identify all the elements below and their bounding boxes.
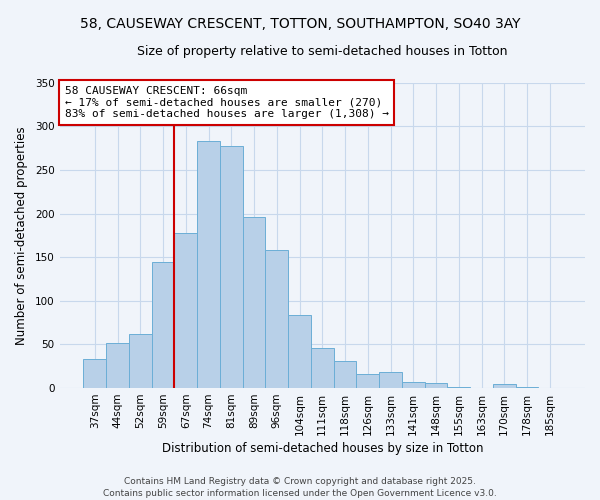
Title: Size of property relative to semi-detached houses in Totton: Size of property relative to semi-detach…: [137, 45, 508, 58]
Bar: [448, 387, 470, 388]
Bar: [334, 361, 356, 388]
Bar: [379, 372, 402, 388]
X-axis label: Distribution of semi-detached houses by size in Totton: Distribution of semi-detached houses by …: [161, 442, 483, 455]
Bar: [175, 233, 197, 388]
Bar: [83, 360, 106, 388]
Y-axis label: Number of semi-detached properties: Number of semi-detached properties: [15, 126, 28, 344]
Bar: [106, 342, 129, 388]
Text: Contains HM Land Registry data © Crown copyright and database right 2025.
Contai: Contains HM Land Registry data © Crown c…: [103, 476, 497, 498]
Bar: [425, 383, 448, 388]
Bar: [356, 374, 379, 388]
Text: 58, CAUSEWAY CRESCENT, TOTTON, SOUTHAMPTON, SO40 3AY: 58, CAUSEWAY CRESCENT, TOTTON, SOUTHAMPT…: [80, 18, 520, 32]
Text: 58 CAUSEWAY CRESCENT: 66sqm
← 17% of semi-detached houses are smaller (270)
83% : 58 CAUSEWAY CRESCENT: 66sqm ← 17% of sem…: [65, 86, 389, 119]
Bar: [242, 217, 265, 388]
Bar: [152, 262, 175, 388]
Bar: [265, 250, 288, 388]
Bar: [129, 334, 152, 388]
Bar: [288, 315, 311, 388]
Bar: [402, 382, 425, 388]
Bar: [515, 387, 538, 388]
Bar: [311, 348, 334, 388]
Bar: [220, 146, 242, 388]
Bar: [197, 141, 220, 388]
Bar: [493, 384, 515, 388]
